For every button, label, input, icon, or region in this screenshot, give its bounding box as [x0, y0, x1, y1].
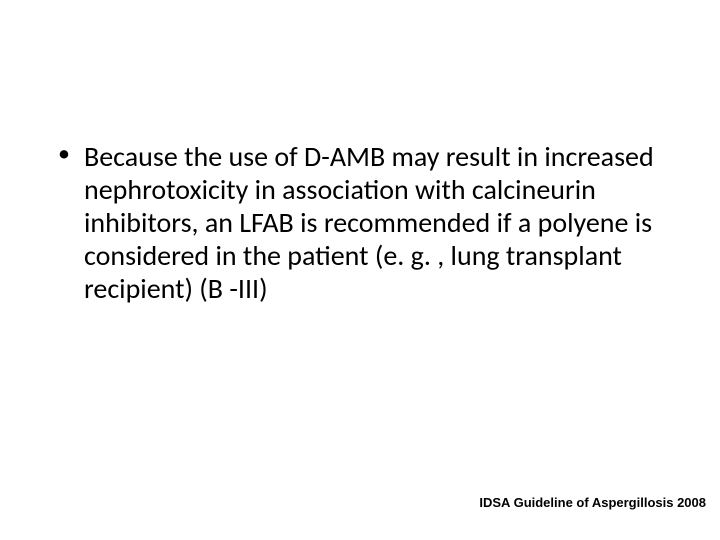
bullet-item: Because the use of D-AMB may result in i… [54, 140, 672, 305]
bullet-list: Because the use of D-AMB may result in i… [54, 140, 672, 305]
content-area: Because the use of D-AMB may result in i… [54, 140, 672, 305]
bullet-text: Because the use of D-AMB may result in i… [84, 139, 654, 306]
citation: IDSA Guideline of Aspergillosis 2008 [479, 495, 706, 510]
slide: Because the use of D-AMB may result in i… [0, 0, 720, 540]
